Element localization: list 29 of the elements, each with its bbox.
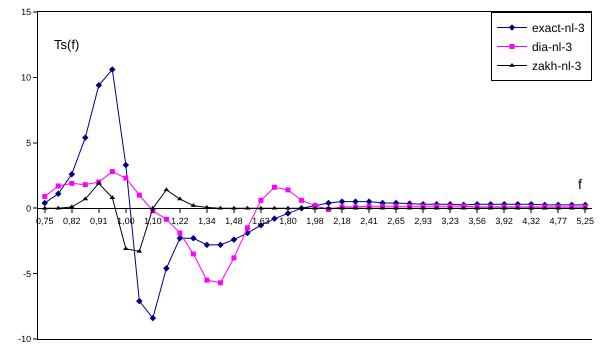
x-tick-label: 2,41 bbox=[360, 216, 378, 226]
y-axis-title: Ts(f) bbox=[54, 37, 80, 52]
y-tick-label: 15 bbox=[21, 7, 32, 18]
x-tick-label: 0,82 bbox=[63, 216, 81, 226]
x-tick-label: 2,18 bbox=[333, 216, 351, 226]
y-tick-label: -10 bbox=[18, 334, 32, 344]
x-tick-label: 2,93 bbox=[414, 216, 432, 226]
x-tick-label: 1,80 bbox=[279, 216, 297, 226]
x-tick-label: 0,91 bbox=[90, 216, 108, 226]
x-tick-label: 3,56 bbox=[468, 216, 486, 226]
x-tick-label: 3,92 bbox=[495, 216, 513, 226]
x-tick-label: 4,32 bbox=[522, 216, 540, 226]
y-tick-label: 5 bbox=[26, 138, 32, 148]
x-axis-title: f bbox=[578, 176, 582, 192]
x-tick-label: 1,34 bbox=[198, 216, 216, 226]
x-tick-label: 1,48 bbox=[225, 216, 243, 226]
x-tick-label: 1,98 bbox=[306, 216, 324, 226]
x-tick-label: 4,77 bbox=[549, 216, 567, 226]
y-tick-label: 0 bbox=[26, 203, 32, 214]
x-tick-label: 1,22 bbox=[171, 216, 189, 226]
x-tick-label: 5,25 bbox=[576, 216, 594, 226]
legend-label: dia-nl-3 bbox=[532, 40, 572, 54]
x-tick-label: 2,65 bbox=[387, 216, 405, 226]
x-tick-label: 1,63 bbox=[252, 216, 270, 226]
y-tick-label: -5 bbox=[23, 268, 32, 279]
legend-label: zakh-nl-3 bbox=[532, 59, 582, 74]
legend-label: exact-nl-3 bbox=[532, 21, 586, 36]
y-tick-label: 10 bbox=[21, 72, 32, 83]
x-tick-label: 3,23 bbox=[441, 216, 459, 226]
